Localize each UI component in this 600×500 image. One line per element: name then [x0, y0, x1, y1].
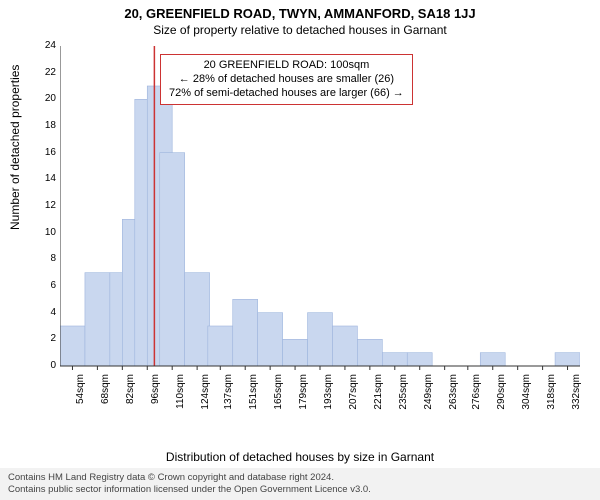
y-tick-label: 18: [32, 120, 56, 131]
annotation-line1: 20 GREENFIELD ROAD: 100sqm: [169, 59, 404, 73]
x-tick-label: 137sqm: [223, 374, 234, 424]
x-axis-label: Distribution of detached houses by size …: [0, 450, 600, 464]
x-tick-label: 82sqm: [125, 374, 136, 424]
x-tick-label: 263sqm: [448, 374, 459, 424]
y-tick-label: 14: [32, 173, 56, 184]
chart-title-main: 20, GREENFIELD ROAD, TWYN, AMMANFORD, SA…: [0, 0, 600, 21]
y-tick-label: 12: [32, 200, 56, 211]
x-tick-label: 96sqm: [150, 374, 161, 424]
y-tick-label: 22: [32, 67, 56, 78]
y-tick-label: 6: [32, 280, 56, 291]
x-tick-label: 193sqm: [323, 374, 334, 424]
annotation-line3: 72% of semi-detached houses are larger (…: [169, 87, 404, 101]
chart-title-sub: Size of property relative to detached ho…: [0, 21, 600, 37]
x-tick-label: 207sqm: [348, 374, 359, 424]
x-tick-label: 276sqm: [471, 374, 482, 424]
x-tick-label: 290sqm: [496, 374, 507, 424]
annotation-box: 20 GREENFIELD ROAD: 100sqm ← 28% of deta…: [160, 54, 413, 105]
y-axis-label: Number of detached properties: [8, 65, 22, 230]
y-tick-label: 10: [32, 227, 56, 238]
x-tick-label: 235sqm: [398, 374, 409, 424]
x-tick-label: 221sqm: [373, 374, 384, 424]
x-tick-label: 165sqm: [273, 374, 284, 424]
annotation-line2: ← 28% of detached houses are smaller (26…: [169, 73, 404, 87]
y-tick-label: 8: [32, 253, 56, 264]
x-tick-label: 68sqm: [100, 374, 111, 424]
attribution-footer: Contains HM Land Registry data © Crown c…: [0, 468, 600, 500]
chart-area: 20 GREENFIELD ROAD: 100sqm ← 28% of deta…: [60, 46, 580, 416]
y-tick-label: 20: [32, 93, 56, 104]
footer-line1: Contains HM Land Registry data © Crown c…: [8, 472, 592, 484]
x-tick-label: 179sqm: [298, 374, 309, 424]
y-tick-label: 0: [32, 360, 56, 371]
x-tick-label: 124sqm: [200, 374, 211, 424]
x-tick-label: 54sqm: [75, 374, 86, 424]
x-tick-label: 249sqm: [423, 374, 434, 424]
x-tick-label: 318sqm: [546, 374, 557, 424]
x-tick-label: 332sqm: [571, 374, 582, 424]
x-tick-label: 304sqm: [521, 374, 532, 424]
x-tick-label: 151sqm: [248, 374, 259, 424]
footer-line2: Contains public sector information licen…: [8, 484, 592, 496]
y-tick-label: 24: [32, 40, 56, 51]
y-tick-label: 2: [32, 333, 56, 344]
y-tick-label: 16: [32, 147, 56, 158]
y-tick-label: 4: [32, 307, 56, 318]
x-tick-label: 110sqm: [175, 374, 186, 424]
